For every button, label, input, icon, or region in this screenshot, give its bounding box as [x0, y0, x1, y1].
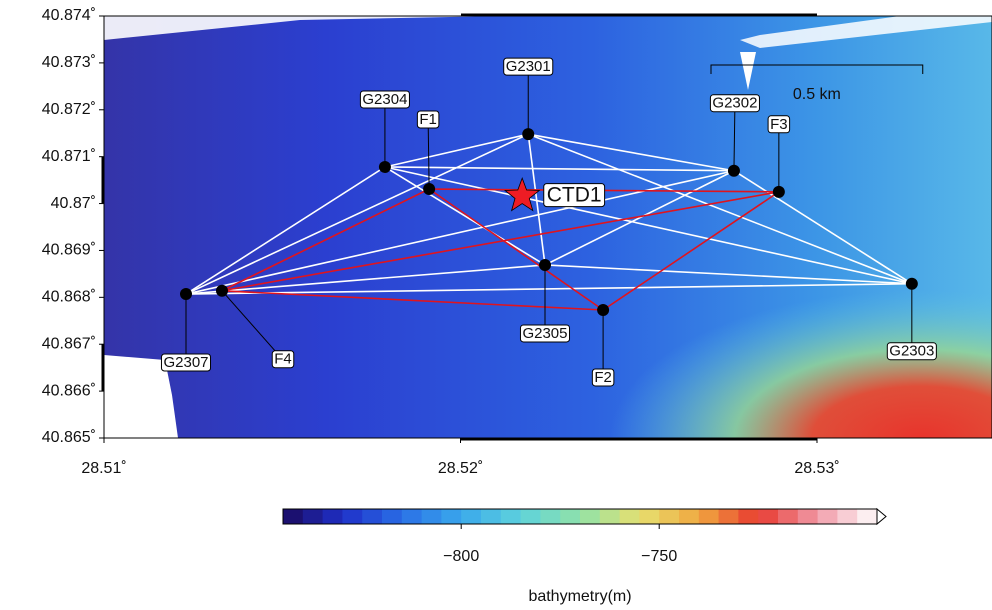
- colorbar-step: [738, 509, 758, 524]
- colorbar-step: [837, 509, 857, 524]
- ctd-label-group: CTD1: [544, 184, 605, 207]
- station: [180, 288, 192, 300]
- station-label: G2304: [362, 91, 407, 108]
- colorbar-step: [620, 509, 640, 524]
- colorbar-tick-label: −750: [641, 548, 677, 565]
- colorbar-step: [402, 509, 422, 524]
- colorbar-step: [580, 509, 600, 524]
- colorbar-step: [461, 509, 481, 524]
- x-tick-label: 28.53˚: [794, 460, 839, 477]
- station-label-group: F4: [272, 351, 294, 368]
- station-label-group: F3: [768, 116, 790, 133]
- station-label: F1: [419, 111, 437, 128]
- y-tick-label: 40.871˚: [42, 148, 96, 165]
- colorbar-arrow: [877, 509, 886, 524]
- colorbar-step: [501, 509, 521, 524]
- colorbar-step: [441, 509, 461, 524]
- plot-area: [104, 16, 992, 438]
- colorbar-step: [679, 509, 699, 524]
- station-label-group: G2302: [710, 95, 759, 112]
- x-tick-label: 28.52˚: [438, 460, 483, 477]
- colorbar-tick-label: −800: [443, 548, 479, 565]
- station: [906, 278, 918, 290]
- colorbar-step: [857, 509, 877, 524]
- map-figure: 28.51˚ 28.52˚ 28.53˚ 40.865˚ 40.866˚ 40.867˚ 4…: [0, 0, 992, 610]
- station: [597, 304, 609, 316]
- station-label-group: G2303: [887, 343, 936, 360]
- y-tick-label: 40.872˚: [42, 101, 96, 118]
- bathymetry-shallow: [104, 16, 992, 438]
- station: [773, 186, 785, 198]
- station: [728, 165, 740, 177]
- colorbar-step: [422, 509, 442, 524]
- colorbar-step: [699, 509, 719, 524]
- station-label: F3: [770, 116, 788, 133]
- colorbar-step: [303, 509, 323, 524]
- station: [216, 285, 228, 297]
- station-label-group: G2304: [360, 91, 409, 108]
- station-label-group: G2307: [161, 354, 210, 371]
- scale-bar-label: 0.5 km: [793, 86, 841, 103]
- colorbar-step: [600, 509, 620, 524]
- station: [423, 183, 435, 195]
- station-label: G2303: [889, 343, 934, 360]
- station-label-group: G2301: [504, 58, 553, 75]
- colorbar-step: [560, 509, 580, 524]
- y-tick-label: 40.873˚: [42, 54, 96, 71]
- colorbar-step: [719, 509, 739, 524]
- station-label: F4: [274, 351, 292, 368]
- colorbar-step: [639, 509, 659, 524]
- station-label: G2302: [712, 95, 757, 112]
- station-label: G2307: [163, 354, 208, 371]
- station-label-group: F2: [592, 369, 614, 386]
- colorbar-title: bathymetry(m): [528, 588, 631, 605]
- colorbar-step: [818, 509, 838, 524]
- colorbar: −800 −750 bathymetry(m): [283, 509, 886, 605]
- x-tick-label: 28.51˚: [81, 460, 126, 477]
- y-tick-label: 40.87˚: [51, 195, 96, 212]
- station: [522, 128, 534, 140]
- station-label-group: F1: [417, 111, 439, 128]
- station: [379, 161, 391, 173]
- station-label: F2: [594, 369, 612, 386]
- colorbar-step: [778, 509, 798, 524]
- colorbar-step: [362, 509, 382, 524]
- station: [539, 259, 551, 271]
- station-label-group: G2305: [520, 325, 569, 342]
- ctd-label: CTD1: [547, 184, 602, 207]
- colorbar-step: [481, 509, 501, 524]
- y-tick-label: 40.865˚: [42, 429, 96, 446]
- y-tick-label: 40.874˚: [42, 7, 96, 24]
- colorbar-step: [659, 509, 679, 524]
- y-tick-label: 40.866˚: [42, 382, 96, 399]
- colorbar-step: [342, 509, 362, 524]
- colorbar-step: [798, 509, 818, 524]
- colorbar-step: [521, 509, 541, 524]
- colorbar-step: [283, 509, 303, 524]
- colorbar-step: [323, 509, 343, 524]
- station-label: G2301: [506, 58, 551, 75]
- colorbar-step: [758, 509, 778, 524]
- station-label: G2305: [522, 325, 567, 342]
- colorbar-step: [382, 509, 402, 524]
- y-tick-label: 40.869˚: [42, 242, 96, 259]
- y-tick-label: 40.868˚: [42, 289, 96, 306]
- colorbar-step: [540, 509, 560, 524]
- y-tick-label: 40.867˚: [42, 335, 96, 352]
